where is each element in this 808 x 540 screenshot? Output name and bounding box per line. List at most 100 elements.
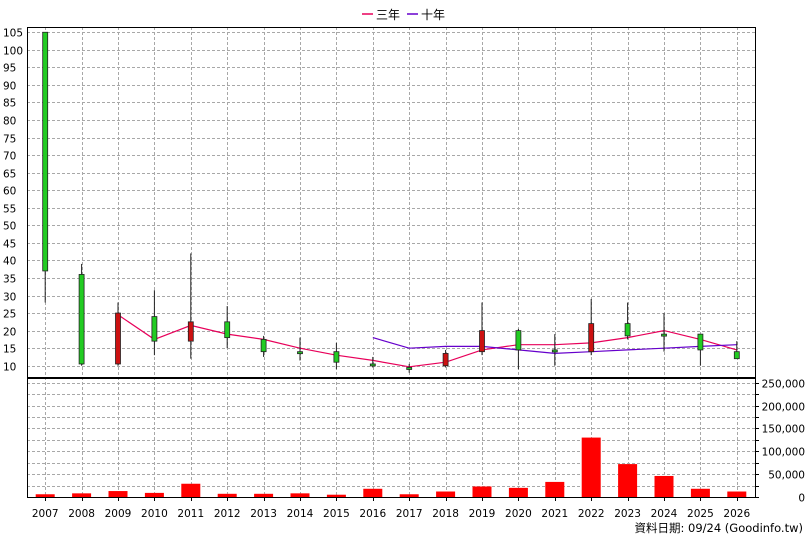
- candle-body-2016: [369, 363, 376, 367]
- volume-bar-2009: [108, 491, 128, 497]
- price-tick-label: 65: [3, 169, 16, 181]
- x-tick-label: 2026: [723, 508, 750, 520]
- price-tick-label: 75: [3, 134, 16, 146]
- volume-bar-2025: [690, 488, 710, 497]
- moving-average-lines: [117, 314, 737, 368]
- candle-body-2008: [78, 274, 85, 365]
- candle-body-2020: [515, 330, 522, 351]
- series-line-三年: [117, 314, 737, 368]
- price-tick-label: 90: [3, 81, 16, 93]
- legend-label-10y: 十年: [421, 8, 445, 22]
- x-axis: 2007 2008 2009 2010 2011 2012 2013 2014 2015 2016…: [32, 497, 750, 520]
- x-tick-label: 2018: [432, 508, 459, 520]
- volume-bar-2022: [581, 437, 601, 497]
- price-tick-label: 85: [3, 98, 16, 110]
- price-tick-label: 70: [3, 151, 16, 163]
- candle-body-2012: [224, 321, 231, 339]
- x-tick-label: 2014: [287, 508, 314, 520]
- x-tick-label: 2013: [250, 508, 277, 520]
- price-grid: [27, 27, 755, 378]
- x-tick-label: 2012: [214, 508, 241, 520]
- price-tick-label: 55: [3, 204, 16, 216]
- volume-tick-label: 100,000: [762, 447, 805, 459]
- candle-body-2022: [588, 323, 595, 353]
- legend-label-3y: 三年: [376, 8, 400, 22]
- x-tick-label: 2009: [105, 508, 132, 520]
- x-tick-label: 2022: [578, 508, 605, 520]
- volume-bar-2023: [618, 464, 638, 497]
- x-tick-label: 2024: [651, 508, 678, 520]
- volume-bar-2019: [472, 486, 492, 497]
- volume-bar-2026: [727, 491, 747, 497]
- candle-body-2015: [333, 351, 340, 363]
- footer-date-label: 資料日期: 09/24 (Goodinfo.tw): [634, 521, 803, 535]
- x-tick-label: 2020: [505, 508, 532, 520]
- volume-bar-2016: [363, 488, 383, 497]
- x-tick-label: 2015: [323, 508, 350, 520]
- candle-body-2017: [406, 367, 413, 370]
- price-tick-label: 25: [3, 309, 16, 321]
- price-tick-label: 50: [3, 221, 16, 233]
- candle-body-2024: [661, 333, 667, 337]
- x-tick-label: 2007: [32, 508, 59, 520]
- volume-bar-2014: [290, 493, 310, 497]
- volume-grid: [27, 377, 755, 497]
- candle-body-2019: [479, 330, 485, 353]
- volume-bar-2013: [254, 493, 274, 497]
- candle-body-2010: [151, 316, 158, 342]
- volume-tick-label: 150,000: [762, 424, 805, 436]
- volume-bar-2017: [399, 494, 419, 497]
- volume-bar-2020: [508, 487, 528, 497]
- candles: [42, 31, 740, 373]
- price-tick-label: 100: [3, 46, 23, 58]
- x-tick-label: 2011: [177, 508, 204, 520]
- volume-bar-2021: [545, 481, 565, 497]
- volume-axis: 0 50,000 100,000 150,000 200,000 250,000: [755, 379, 805, 505]
- price-tick-label: 40: [3, 256, 16, 268]
- volume-bar-2008: [72, 493, 92, 497]
- price-panel-frame: [27, 27, 756, 379]
- x-tick-label: 2021: [541, 508, 568, 520]
- price-tick-label: 10: [3, 362, 16, 374]
- price-tick-label: 30: [3, 292, 16, 304]
- volume-tick-label: 250,000: [762, 379, 805, 391]
- x-tick-label: 2019: [469, 508, 496, 520]
- price-tick-label: 95: [3, 63, 16, 75]
- candle-body-2013: [260, 338, 267, 353]
- candle-body-2009: [115, 312, 121, 365]
- price-axis: 10 15 20 25 30 35 40 45 50 55 60 65 70 75 80 85 90 95 100 1…: [3, 28, 23, 374]
- volume-bars: [35, 437, 747, 497]
- legend: 三年 十年: [362, 8, 445, 22]
- candle-body-2014: [297, 351, 303, 355]
- volume-bar-2015: [326, 494, 346, 497]
- candle-body-2025: [697, 333, 704, 351]
- candle-body-2018: [442, 353, 449, 367]
- price-tick-label: 105: [3, 28, 23, 40]
- volume-tick-label: 50,000: [768, 470, 805, 482]
- x-tick-label: 2016: [359, 508, 386, 520]
- x-tick-label: 2017: [396, 508, 423, 520]
- candle-body-2021: [551, 349, 558, 353]
- price-tick-label: 35: [3, 274, 16, 286]
- x-tick-label: 2008: [68, 508, 95, 520]
- volume-bar-2012: [217, 493, 237, 497]
- volume-bar-2010: [144, 492, 164, 497]
- x-tick-label: 2025: [687, 508, 714, 520]
- candle-body-2023: [624, 323, 631, 337]
- volume-bar-2018: [436, 491, 456, 497]
- x-tick-label: 2023: [614, 508, 641, 520]
- price-tick-label: 80: [3, 116, 16, 128]
- candle-body-2011: [187, 321, 194, 342]
- volume-panel-frame: [27, 377, 756, 498]
- x-tick-label: 2010: [141, 508, 168, 520]
- volume-bar-2011: [181, 483, 201, 497]
- plot-frames: [27, 27, 756, 498]
- volume-bar-2024: [654, 475, 674, 497]
- volume-bar-2007: [35, 494, 55, 497]
- price-tick-label: 15: [3, 344, 16, 356]
- candle-body-2007: [42, 31, 49, 272]
- price-tick-label: 20: [3, 327, 16, 339]
- price-tick-label: 45: [3, 239, 16, 251]
- price-tick-label: 60: [3, 186, 16, 198]
